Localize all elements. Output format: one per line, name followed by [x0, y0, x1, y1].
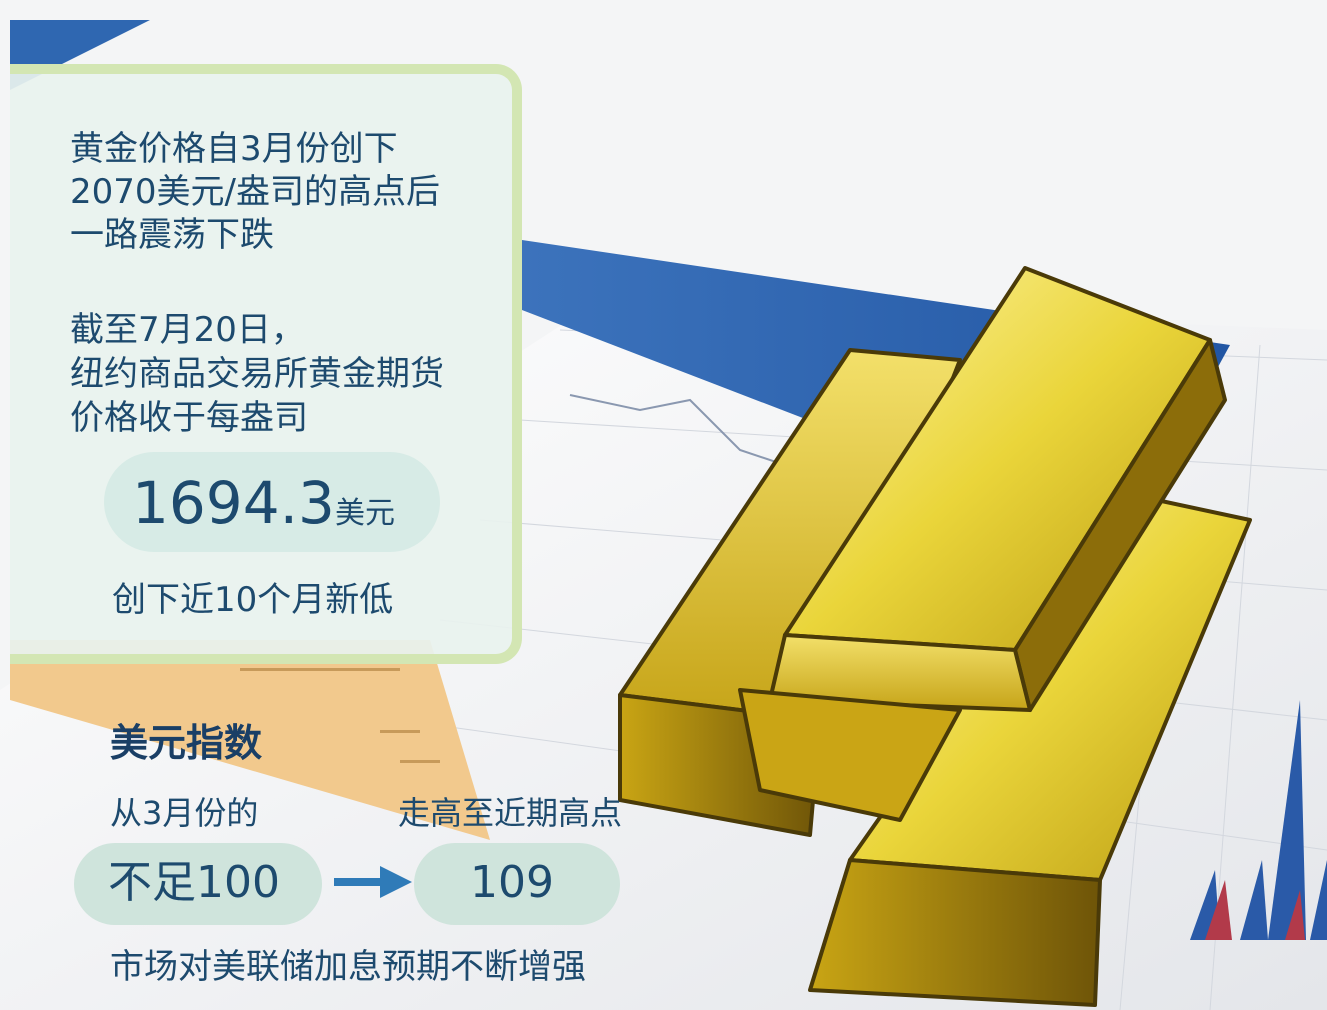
- asof-statement: 截至7月20日， 纽约商品交易所黄金期货 价格收于每盎司: [70, 308, 444, 440]
- to-value: 109: [470, 857, 554, 908]
- asof-line: 截至7月20日，: [70, 310, 305, 350]
- spike-bars: [1190, 700, 1327, 940]
- gold-bars: [618, 266, 1252, 1007]
- to-value-pill: [414, 843, 620, 925]
- paper-trend-line: [569, 394, 801, 471]
- from-label: 从3月份的: [110, 794, 259, 832]
- dollar-index-title: 美元指数: [110, 721, 263, 765]
- price-unit: 美元: [334, 496, 395, 531]
- asof-line: 价格收于每盎司: [70, 398, 308, 438]
- from-value: 不足100: [108, 857, 280, 908]
- arrow-right-icon: [334, 866, 412, 898]
- headline-line: 2070美元/盎司的高点后: [70, 172, 440, 212]
- asof-line: 纽约商品交易所黄金期货: [70, 354, 444, 394]
- price-value: 1694.3: [132, 469, 335, 537]
- orange-wedge-ticks: [240, 668, 440, 763]
- from-value-pill: [74, 843, 322, 925]
- gold-headline: 黄金价格自3月份创下 2070美元/盎司的高点后 一路震荡下跌: [70, 128, 440, 257]
- orange-wedge: [10, 640, 490, 840]
- price-pill: [104, 452, 440, 552]
- gold-price-panel: [10, 64, 522, 664]
- headline-line: 黄金价格自3月份创下: [70, 129, 398, 169]
- new-low-note: 创下近10个月新低: [112, 580, 394, 620]
- gold-price: 1694.3美元: [132, 470, 395, 547]
- headline-line: 一路震荡下跌: [70, 215, 274, 255]
- market-caption: 市场对美联储加息预期不断增强: [110, 947, 586, 987]
- to-label: 走高至近期高点: [398, 794, 623, 832]
